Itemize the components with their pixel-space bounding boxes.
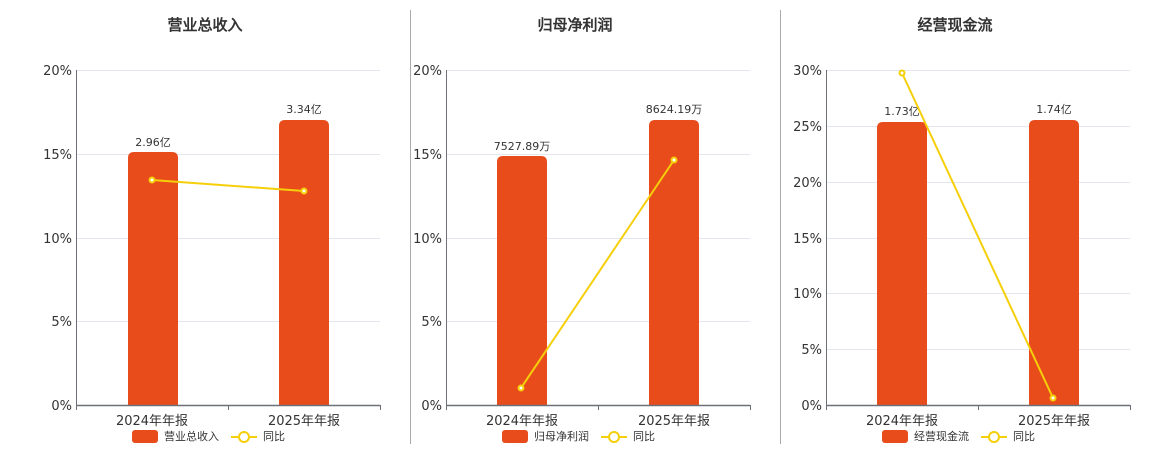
legend-bar-swatch[interactable] <box>882 429 908 443</box>
bar-value-label: 1.73亿 <box>884 105 920 118</box>
yoy-point[interactable] <box>1049 394 1057 402</box>
legend-bar-label[interactable]: 经营现金流 <box>914 430 969 443</box>
chart-legend: 营业总收入 同比 <box>132 428 285 444</box>
chart-plot: 0% 5% 10% 15% 20% 2.96亿 3.34亿 2024年年报 20… <box>43 64 381 429</box>
legend-line-label[interactable]: 同比 <box>263 430 285 443</box>
x-axis-label: 2025年年报 <box>268 414 340 429</box>
yoy-point[interactable] <box>898 69 906 77</box>
chart-plot: 0% 5% 10% 15% 20% 7527.89万 8624.19万 2024… <box>413 64 751 429</box>
bar-2025[interactable] <box>649 120 699 405</box>
x-axis-label: 2024年年报 <box>116 414 188 429</box>
bar-value-label: 1.74亿 <box>1036 103 1072 116</box>
panel-divider <box>410 10 411 444</box>
x-axis-ticks <box>446 405 751 410</box>
svg-text:20%: 20% <box>43 64 72 79</box>
yoy-point[interactable] <box>148 176 156 184</box>
gridlines <box>826 70 1130 350</box>
bar-value-label: 8624.19万 <box>646 103 703 116</box>
yoy-line <box>520 159 675 389</box>
svg-text:10%: 10% <box>413 232 442 247</box>
gridlines <box>446 70 750 322</box>
x-axis-label: 2024年年报 <box>866 414 938 429</box>
x-axis-label: 2024年年报 <box>486 414 558 429</box>
svg-text:10%: 10% <box>43 232 72 247</box>
gridlines <box>76 70 380 322</box>
yoy-point[interactable] <box>300 187 308 195</box>
svg-text:20%: 20% <box>793 176 822 191</box>
svg-text:15%: 15% <box>413 148 442 163</box>
svg-text:25%: 25% <box>793 120 822 135</box>
legend-line-icon[interactable] <box>981 430 1007 443</box>
bar-value-label: 2.96亿 <box>135 136 171 149</box>
y-axis-labels: 0% 5% 10% 15% 20% <box>413 64 442 414</box>
chart-title: 归母净利润 <box>537 16 613 34</box>
x-axis-ticks <box>76 405 381 410</box>
svg-text:5%: 5% <box>51 315 72 330</box>
svg-text:0%: 0% <box>421 399 442 414</box>
bar-value-label: 7527.89万 <box>494 140 551 153</box>
chart-panel-revenue: 营业总收入 0% 5% 10% 15% 20% 2.96亿 3.34亿 2024… <box>0 0 410 450</box>
yoy-line <box>151 179 305 192</box>
chart-panel-operating-cash-flow: 经营现金流 0% 5% 10% 15% 20% 25% 30% 1.73亿 1.… <box>750 0 1160 450</box>
legend-bar-label[interactable]: 营业总收入 <box>164 430 219 443</box>
chart-legend: 归母净利润 同比 <box>502 428 655 444</box>
y-axis-labels: 0% 5% 10% 15% 20% <box>43 64 72 414</box>
y-axis-labels: 0% 5% 10% 15% 20% 25% 30% <box>793 64 822 414</box>
svg-text:30%: 30% <box>793 64 822 79</box>
chart-title: 营业总收入 <box>167 16 243 34</box>
bar-2024[interactable] <box>497 156 547 405</box>
panel-divider <box>780 10 781 444</box>
x-axis-label: 2025年年报 <box>638 414 710 429</box>
legend-bar-label[interactable]: 归母净利润 <box>534 430 589 443</box>
bar-2024[interactable] <box>877 122 927 405</box>
legend-line-icon[interactable] <box>231 430 257 443</box>
legend-line-label[interactable]: 同比 <box>1013 430 1035 443</box>
yoy-point[interactable] <box>517 384 525 392</box>
chart-title: 经营现金流 <box>917 16 993 34</box>
bar-2025[interactable] <box>279 120 329 405</box>
svg-text:5%: 5% <box>421 315 442 330</box>
yoy-point[interactable] <box>670 156 678 164</box>
yoy-line <box>901 72 1054 399</box>
bar-2025[interactable] <box>1029 120 1079 405</box>
bar-2024[interactable] <box>128 152 178 405</box>
svg-text:10%: 10% <box>793 287 822 302</box>
legend-bar-swatch[interactable] <box>502 429 528 443</box>
svg-text:0%: 0% <box>801 399 822 414</box>
x-axis-ticks <box>826 405 1131 410</box>
x-axis-label: 2025年年报 <box>1018 414 1090 429</box>
chart-panel-net-profit: 归母净利润 0% 5% 10% 15% 20% 7527.89万 8624.19… <box>370 0 780 450</box>
chart-plot: 0% 5% 10% 15% 20% 25% 30% 1.73亿 1.74亿 20… <box>793 64 1131 429</box>
svg-text:5%: 5% <box>801 343 822 358</box>
svg-text:0%: 0% <box>51 399 72 414</box>
legend-bar-swatch[interactable] <box>132 429 158 443</box>
chart-legend: 经营现金流 同比 <box>882 428 1035 444</box>
legend-line-icon[interactable] <box>601 430 627 443</box>
svg-text:15%: 15% <box>793 232 822 247</box>
legend-line-label[interactable]: 同比 <box>633 430 655 443</box>
svg-text:15%: 15% <box>43 148 72 163</box>
bar-value-label: 3.34亿 <box>286 103 322 116</box>
svg-text:20%: 20% <box>413 64 442 79</box>
